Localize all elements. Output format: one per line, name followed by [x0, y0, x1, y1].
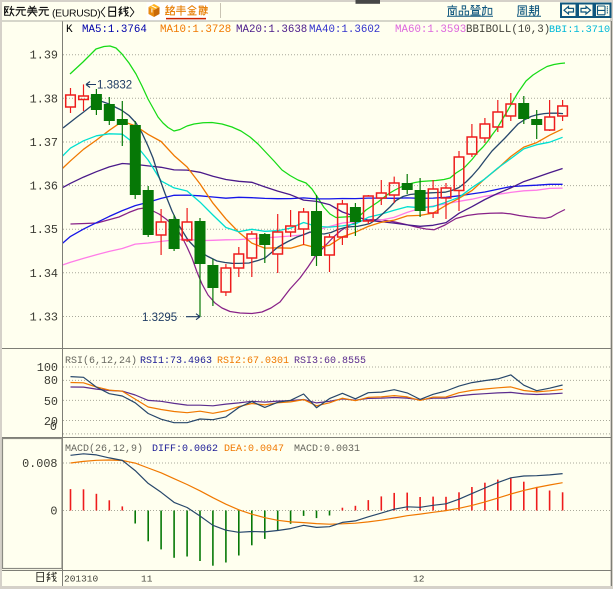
svg-text:1.36: 1.36 [30, 180, 58, 194]
svg-text:RSI1:73.4963: RSI1:73.4963 [140, 356, 212, 367]
svg-text:MA20:1.3638: MA20:1.3638 [236, 24, 307, 36]
svg-text:1.39: 1.39 [30, 49, 58, 63]
svg-text:1.33: 1.33 [30, 311, 58, 325]
svg-text:MACD(26,12,9): MACD(26,12,9) [65, 443, 143, 455]
svg-text:20: 20 [44, 415, 58, 429]
svg-text:BBIBOLL(10,3): BBIBOLL(10,3) [466, 24, 550, 36]
svg-text:100: 100 [37, 361, 58, 375]
svg-text:80: 80 [44, 374, 58, 388]
svg-text:MA40:1.3602: MA40:1.3602 [309, 24, 380, 36]
svg-text:MA60:1.3593: MA60:1.3593 [395, 24, 466, 36]
svg-text:1.35: 1.35 [30, 223, 58, 237]
svg-text:DIFF:0.0062: DIFF:0.0062 [152, 444, 218, 455]
svg-text:50: 50 [44, 395, 58, 409]
svg-text:MA5:1.3764: MA5:1.3764 [82, 24, 147, 36]
svg-text:0.008: 0.008 [22, 457, 57, 471]
svg-text:1.3832: 1.3832 [97, 80, 132, 92]
svg-text:11: 11 [141, 574, 153, 585]
svg-text:1.34: 1.34 [30, 267, 58, 281]
svg-text:12: 12 [413, 574, 425, 585]
svg-text:0: 0 [50, 420, 57, 434]
svg-text:0: 0 [50, 505, 57, 519]
svg-text:DEA:0.0047: DEA:0.0047 [224, 444, 284, 455]
svg-text:MACD:0.0031: MACD:0.0031 [294, 444, 360, 455]
svg-text:(EURUSD): (EURUSD) [52, 9, 100, 20]
svg-text:1.3295: 1.3295 [142, 312, 177, 324]
svg-text:201310: 201310 [64, 574, 99, 585]
svg-text:K: K [66, 24, 73, 36]
svg-text:RSI3:60.8555: RSI3:60.8555 [294, 356, 366, 367]
svg-text:1.38: 1.38 [30, 92, 58, 106]
svg-text:RSI(6,12,24): RSI(6,12,24) [65, 355, 137, 367]
svg-text:RSI2:67.0301: RSI2:67.0301 [217, 356, 289, 367]
svg-text:MA10:1.3728: MA10:1.3728 [160, 24, 231, 36]
svg-text:BBI:1.3710: BBI:1.3710 [549, 25, 610, 36]
svg-text:1.37: 1.37 [30, 136, 58, 150]
